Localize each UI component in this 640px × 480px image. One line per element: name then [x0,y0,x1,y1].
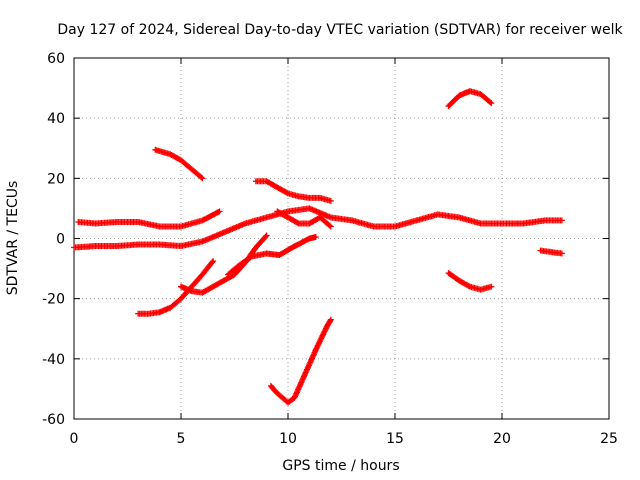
series-track-8 [267,316,334,406]
grid [74,58,609,419]
series-track-1 [75,208,223,230]
y-tick-label: 40 [47,111,65,127]
x-tick-label: 10 [279,431,297,447]
series-track-9 [274,208,334,230]
y-axis-label: SDTVAR / TECUs [5,181,21,296]
y-tick-label: -20 [42,292,65,308]
series-marks [225,234,319,278]
chart-title: Day 127 of 2024, Sidereal Day-to-day VTE… [57,22,623,38]
series-marks [135,258,217,317]
series-track-7 [252,178,334,204]
series-marks [252,178,334,204]
series-track-10 [445,88,495,110]
y-tick-label: 20 [47,171,65,187]
series-marks [445,88,495,110]
y-tick-label: -40 [42,352,65,368]
series-track-11 [445,270,495,293]
series-track-6 [152,146,206,182]
series-track-12 [537,247,565,257]
x-tick-label: 5 [177,431,186,447]
series-track-2 [71,205,565,251]
series-marks [267,316,334,406]
x-axis-label: GPS time / hours [282,458,399,474]
series-track-3 [135,258,217,317]
x-tick-label: 15 [386,431,404,447]
x-tick-label: 20 [493,431,511,447]
series-marks [71,205,565,251]
x-tick-label: 25 [600,431,618,447]
series-marks [152,146,206,182]
series-marks [75,208,223,230]
series-marks [274,208,334,230]
y-tick-label: 0 [56,232,65,248]
axis-ticks: 0 5 10 15 20 25 -60 -40 -20 0 20 40 60 [42,51,618,447]
series-marks [537,247,565,257]
series-track-5 [225,234,319,278]
x-tick-label: 0 [70,431,79,447]
y-tick-label: 60 [47,51,65,67]
y-tick-label: -60 [42,412,65,428]
data-marks [71,88,565,406]
series-marks [445,270,495,293]
